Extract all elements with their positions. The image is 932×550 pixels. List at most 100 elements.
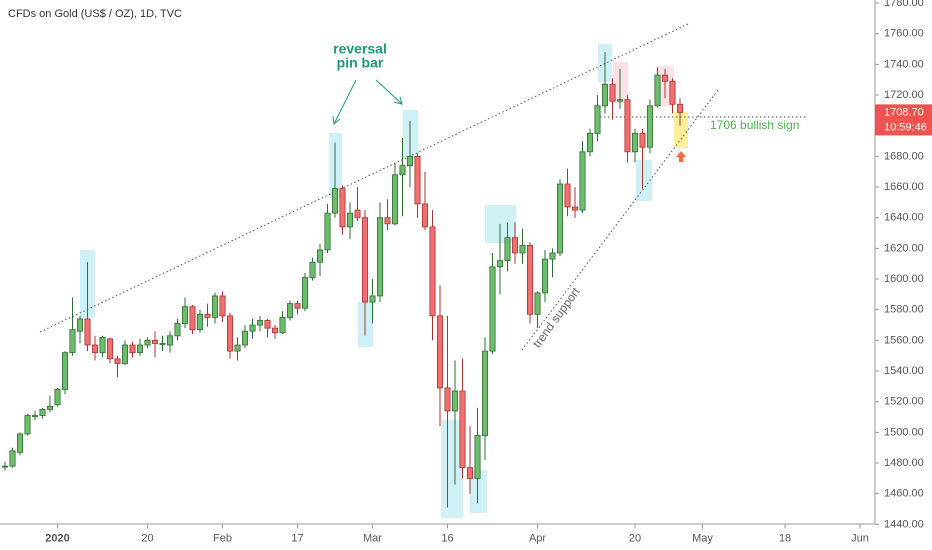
y-tick-label: 1600.00: [884, 273, 924, 285]
candle-body: [1, 465, 9, 468]
candle-body: [264, 320, 271, 329]
candle-body: [24, 415, 31, 435]
candle-body: [391, 174, 399, 225]
candle-body: [646, 105, 654, 148]
candle-body: [316, 249, 324, 263]
candle-body: [481, 350, 489, 436]
candle-body: [669, 80, 676, 105]
candle-body: [339, 188, 346, 228]
y-tick-label: 1460.00: [884, 488, 924, 500]
candle-body: [361, 217, 369, 303]
candle-body: [76, 318, 84, 332]
candle-body: [519, 244, 526, 254]
y-tick-label: 1440.00: [884, 518, 924, 530]
candle-body: [676, 103, 684, 113]
candle-body: [631, 132, 639, 153]
candle-body: [54, 389, 61, 406]
y-tick-label: 1560.00: [884, 334, 924, 346]
y-tick-label: 1660.00: [884, 181, 924, 193]
y-tick-label: 1780.00: [884, 0, 924, 9]
candle-body: [511, 237, 519, 254]
arrow: [375, 79, 403, 105]
candle-body: [159, 343, 166, 345]
candle-body: [399, 165, 406, 176]
candle-body: [504, 237, 511, 262]
x-tick-label: May: [692, 532, 713, 544]
candle-body: [219, 295, 226, 317]
candle-body: [586, 132, 594, 153]
candle-body: [541, 258, 549, 294]
candle-body: [564, 183, 571, 208]
candle-body: [556, 183, 564, 254]
candle-body: [211, 295, 219, 318]
x-tick-label: Feb: [213, 532, 232, 544]
candle-body: [144, 339, 151, 346]
candle-body: [121, 344, 129, 364]
arrow: [333, 79, 357, 125]
candle-body: [114, 358, 121, 364]
candle-body: [429, 226, 436, 317]
last-price-label: 1708.70: [884, 106, 924, 118]
candle-body: [661, 74, 669, 82]
last-price-box: [875, 104, 932, 136]
candle-body: [549, 252, 556, 260]
arrow-head: [393, 96, 403, 105]
candle-body: [639, 132, 646, 148]
arrows: [332, 79, 403, 125]
candle-body: [301, 277, 309, 309]
y-tick-label: 1540.00: [884, 365, 924, 377]
candle-body: [571, 206, 579, 211]
y-tick-label: 1640.00: [884, 212, 924, 224]
y-tick-label: 1620.00: [884, 242, 924, 254]
y-tick-label: 1520.00: [884, 396, 924, 408]
candle-body: [69, 329, 76, 354]
annotation: pin bar: [337, 55, 384, 71]
x-tick-label: 20: [629, 532, 641, 544]
candle-body: [84, 318, 91, 346]
candle-body: [489, 266, 496, 352]
candle-body: [9, 450, 16, 467]
candle-body: [594, 105, 601, 134]
x-tick-label: 18: [779, 532, 791, 544]
candle-body: [331, 188, 339, 214]
candle-body: [609, 83, 616, 102]
candle-body: [376, 217, 384, 297]
x-tick-label: 20: [141, 532, 153, 544]
candle-body: [601, 83, 609, 107]
candle-body: [234, 344, 241, 352]
y-tick-label: 1720.00: [884, 89, 924, 101]
candle-body: [616, 99, 624, 102]
candle-body: [451, 390, 459, 412]
candle-body: [189, 306, 196, 331]
candle-body: [249, 324, 256, 332]
annotation: reversal: [333, 41, 387, 57]
price-axis: [875, 0, 932, 550]
highlight: [636, 160, 652, 201]
candles: [1, 52, 684, 508]
candle-body: [106, 338, 114, 360]
highlight: [674, 112, 688, 148]
y-tick-label: 1680.00: [884, 150, 924, 162]
candle-body: [129, 344, 136, 354]
candle-body: [286, 303, 294, 318]
x-tick-label: Apr: [529, 532, 546, 544]
candle-body: [151, 339, 159, 344]
candle-body: [256, 320, 264, 326]
highlight: [441, 420, 463, 518]
y-tick-label: 1740.00: [884, 58, 924, 70]
x-tick-label: Mar: [363, 532, 382, 544]
candle-body: [384, 217, 391, 225]
candle-body: [579, 151, 586, 211]
annotation: 1706 bullish sign: [710, 118, 799, 132]
x-tick-label: Jun: [851, 532, 869, 544]
candle-body: [346, 212, 354, 228]
x-tick-label: 16: [441, 532, 453, 544]
candle-body: [174, 323, 181, 337]
countdown: 10:59:46: [884, 121, 927, 133]
candle-body: [436, 315, 444, 389]
y-tick-label: 1500.00: [884, 426, 924, 438]
candle-body: [46, 405, 54, 410]
candle-body: [466, 467, 474, 479]
